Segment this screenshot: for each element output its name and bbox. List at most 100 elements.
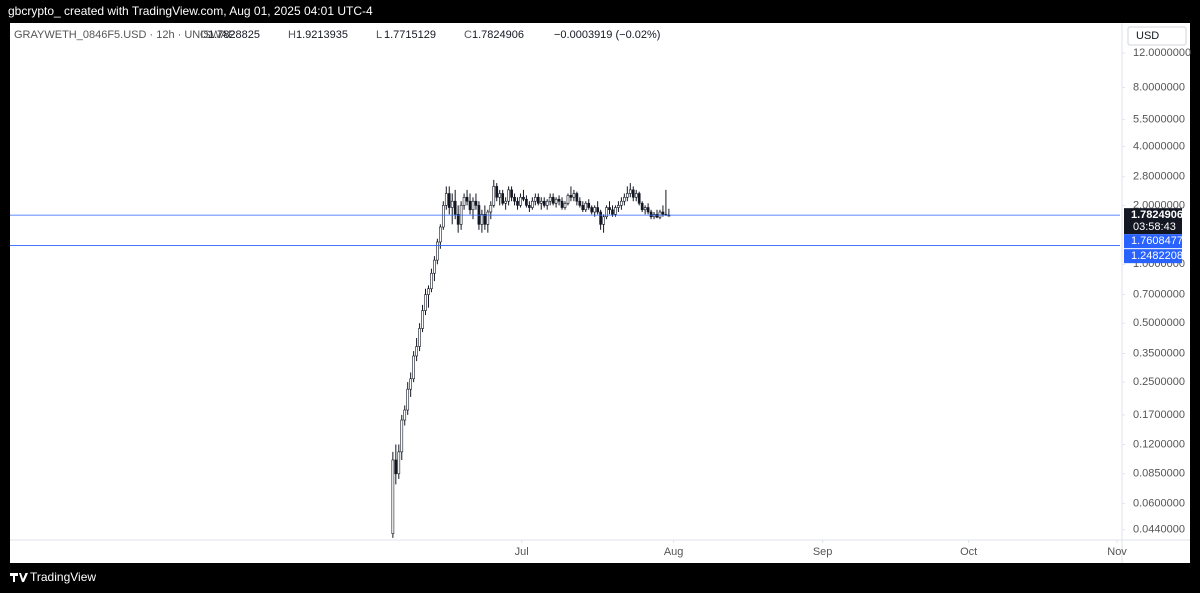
candle-body	[492, 186, 496, 206]
candle-body	[655, 214, 659, 218]
y-tick-label: 0.0440000	[1133, 524, 1185, 536]
candle-body	[403, 409, 407, 421]
candle-body	[560, 200, 564, 208]
candle-body	[525, 198, 528, 206]
candle-body	[649, 211, 653, 218]
brand-name: TradingView	[30, 570, 96, 584]
candle-body	[465, 196, 469, 202]
candle-body	[581, 205, 585, 211]
candle-body	[424, 294, 427, 311]
y-tick-label: 0.3500000	[1133, 347, 1185, 359]
candle-body	[643, 207, 647, 211]
candle-body	[584, 202, 588, 211]
candle-body	[406, 388, 410, 411]
brand-logo	[10, 573, 28, 582]
candle-body	[563, 202, 567, 208]
candle-body	[462, 196, 466, 206]
candle-body	[575, 193, 579, 202]
y-tick-label: 12.0000000	[1133, 47, 1191, 59]
candle-body	[602, 216, 605, 225]
candle-body	[394, 459, 398, 475]
candle-body	[483, 214, 487, 225]
candle-body	[391, 459, 395, 535]
candle-body	[536, 196, 540, 204]
candle-body	[412, 355, 415, 380]
y-tick-label: 5.5000000	[1133, 113, 1185, 125]
candle-body	[436, 241, 439, 261]
candle-body	[495, 186, 499, 198]
candle-body	[474, 200, 478, 206]
candle-body	[611, 209, 614, 215]
candle-body	[590, 207, 594, 213]
candle-body	[531, 200, 534, 208]
y-tick-label: 0.5000000	[1133, 317, 1185, 329]
brand: TradingView	[10, 570, 96, 584]
candle-body	[599, 211, 602, 225]
y-tick-label: 0.7000000	[1133, 289, 1185, 301]
currency: USD	[1136, 30, 1159, 42]
candle-body	[498, 193, 502, 198]
candle-body	[548, 196, 552, 202]
candle-body	[522, 196, 525, 200]
candle-body	[572, 193, 576, 198]
chart-area	[10, 23, 1190, 563]
candle-body	[441, 205, 445, 228]
x-tick-label: Nov	[1107, 546, 1127, 558]
legend-key: H	[288, 29, 296, 41]
candle-body	[569, 195, 573, 198]
candle-body	[450, 200, 454, 208]
candle-body	[551, 196, 555, 204]
candle-body	[628, 189, 632, 194]
countdown: 03:58:43	[1133, 221, 1176, 233]
x-tick-label: Oct	[960, 546, 977, 558]
candle-body	[430, 272, 433, 290]
current-price-label: 1.7824906	[1131, 209, 1183, 221]
candle-body	[542, 200, 546, 206]
candle-body	[409, 378, 413, 390]
y-tick-label: 4.0000000	[1133, 140, 1185, 152]
candle-body	[453, 200, 457, 215]
candle-body	[566, 195, 570, 204]
candle-body	[528, 205, 531, 208]
candle-body	[608, 207, 611, 211]
candle-body	[471, 200, 475, 211]
candle-body	[397, 451, 401, 475]
candle-body	[617, 205, 620, 208]
candle-body	[486, 211, 490, 225]
y-tick-label: 0.2500000	[1133, 376, 1185, 388]
legend-value: 1.7715129	[384, 29, 436, 41]
candle-body	[658, 211, 662, 218]
price-badge	[1124, 249, 1182, 264]
y-tick-label: 0.0850000	[1133, 468, 1185, 480]
candle-body	[539, 200, 543, 204]
candle-body	[468, 200, 472, 211]
candle-body	[587, 202, 591, 208]
y-tick-label: 0.1700000	[1133, 409, 1185, 421]
candle-body	[625, 193, 629, 198]
symbol: GRAYWETH_0846F5.USD · 12h · UNISWAP	[14, 29, 235, 41]
candle-body	[501, 193, 505, 204]
candle-body	[480, 214, 484, 225]
legend-change: −0.0003919 (−0.02%)	[554, 29, 660, 41]
candle-body	[554, 198, 558, 204]
candle-body	[489, 205, 493, 213]
candle-body	[605, 207, 608, 218]
candle-body	[418, 328, 421, 347]
candle-body	[439, 226, 442, 243]
x-tick-label: Sep	[813, 546, 833, 558]
candle-body	[620, 200, 623, 206]
y-tick-label: 8.0000000	[1133, 81, 1185, 93]
candle-body	[421, 310, 424, 329]
legend-value: 1.7824906	[472, 29, 524, 41]
price-label: 1.7608477	[1131, 235, 1183, 247]
candle-body	[516, 200, 519, 206]
candle-body	[444, 193, 448, 206]
candle-body	[433, 259, 436, 274]
candle-body	[507, 189, 510, 202]
x-tick-label: Aug	[664, 546, 684, 558]
legend-key: O	[200, 29, 209, 41]
currency-box[interactable]	[1127, 26, 1187, 46]
candle-body	[623, 196, 626, 202]
candle-body	[519, 196, 522, 206]
